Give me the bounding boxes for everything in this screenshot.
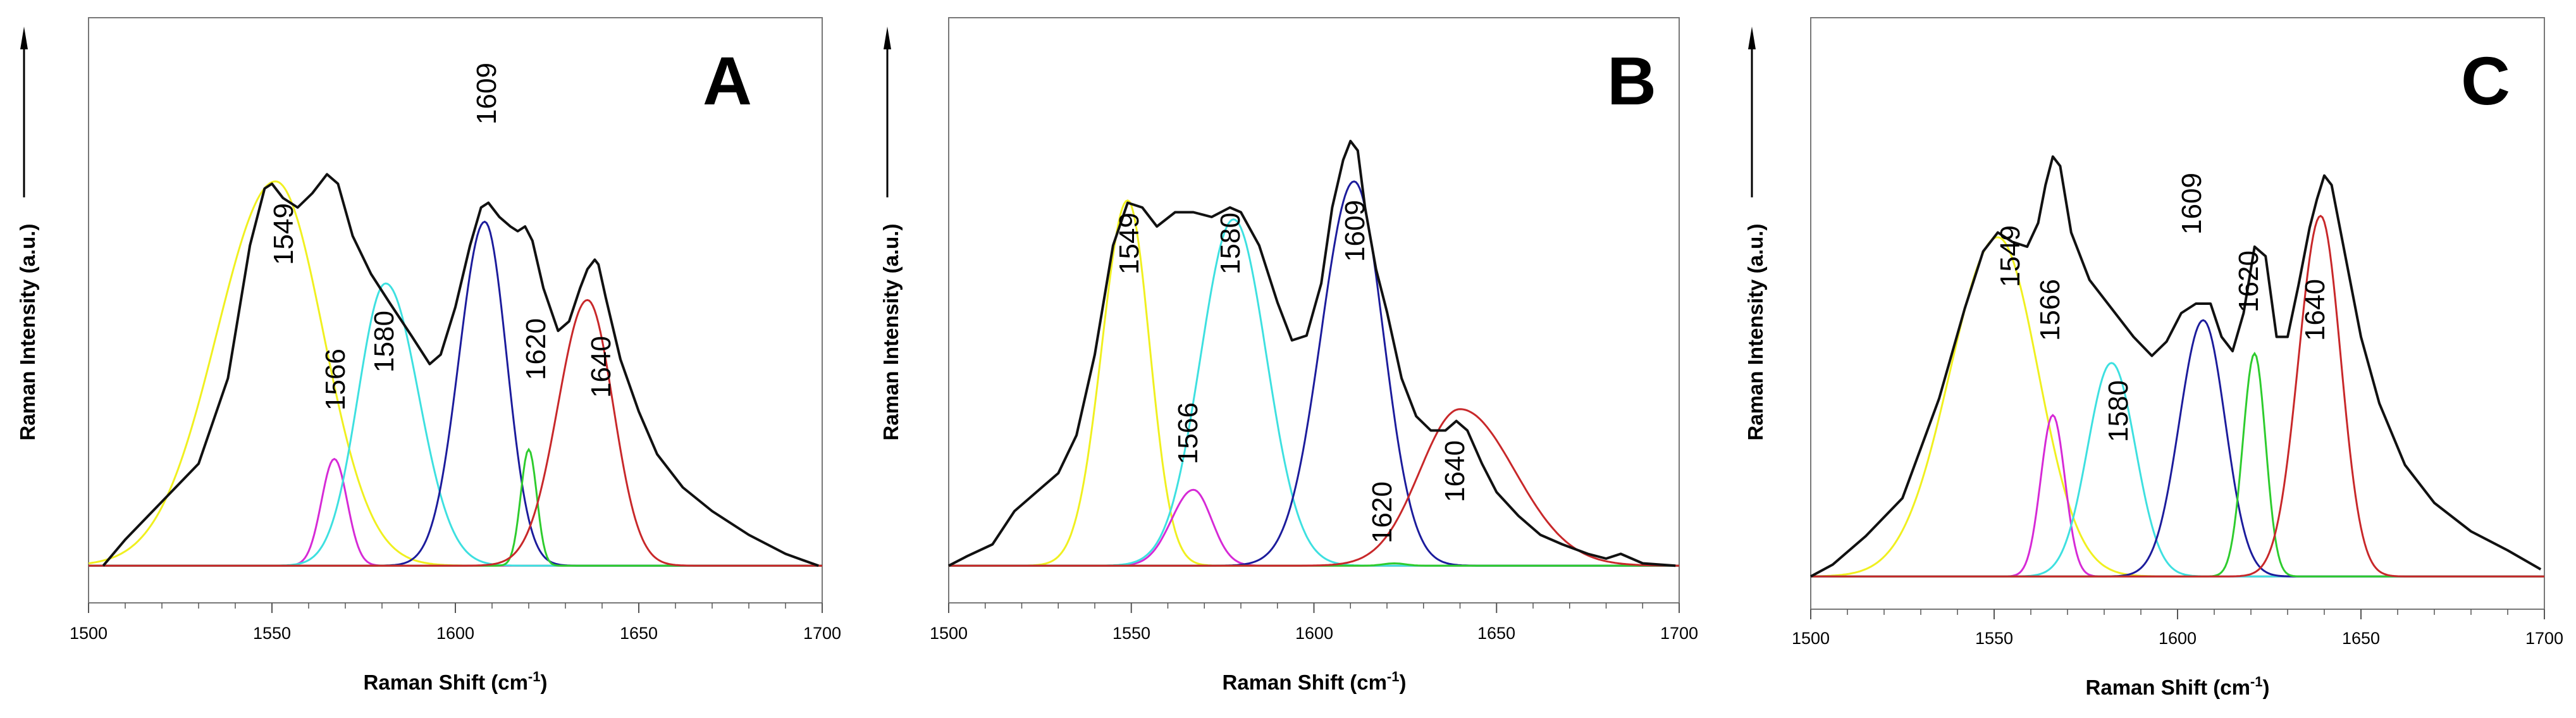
peak-curve-1620-a xyxy=(89,447,822,567)
peak-label-1580-c: 1580 xyxy=(2103,380,2134,442)
x-ticks-b xyxy=(948,603,1680,613)
tick-label-b-1550: 1550 xyxy=(1112,624,1150,643)
tick-label-b-1500: 1500 xyxy=(930,624,968,643)
peak-label-1609-b: 1609 xyxy=(1340,200,1371,262)
tick-labels-a: 1500 1550 1600 1650 1700 xyxy=(70,624,841,643)
tick-labels-c: 1500 1550 1600 1650 1700 xyxy=(1792,629,2563,648)
tick-label-b-1600: 1600 xyxy=(1295,624,1333,643)
peak-label-1620-a: 1620 xyxy=(521,318,552,380)
panel-letter-b: B xyxy=(1607,42,1656,119)
x-axis-title-a: Raman Shift (cm-1) xyxy=(364,669,548,694)
x-ticks-a xyxy=(88,603,823,613)
peak-label-1609-a: 1609 xyxy=(471,63,502,125)
peak-curve-1549-a xyxy=(88,180,822,567)
y-axis-arrow-a xyxy=(20,27,28,49)
peak-label-1549-b: 1549 xyxy=(1114,213,1145,275)
peak-curve-1580-a xyxy=(89,282,822,567)
tick-label-c-1550: 1550 xyxy=(1975,629,2013,648)
peak-curve-1549-c xyxy=(1811,236,2544,578)
peak-label-1580-b: 1580 xyxy=(1215,213,1246,275)
peak-curves-b xyxy=(948,140,1679,567)
y-axis-title-c: Raman Intensity (a.u.) xyxy=(1744,224,1767,441)
y-axis-arrow-b xyxy=(884,27,891,49)
peak-curve-1580-c xyxy=(1811,362,2544,578)
x-axis-title-b: Raman Shift (cm-1) xyxy=(1223,669,1407,694)
tick-label-c-1600: 1600 xyxy=(2159,629,2197,648)
peak-labels-c: 1549 1566 1580 1609 1620 1640 xyxy=(1995,173,2331,442)
peak-curve-1640-c xyxy=(1811,214,2544,578)
peak-curve-1580-b xyxy=(949,218,1679,567)
peak-curves-c xyxy=(1810,155,2544,578)
envelope-curve-c xyxy=(1810,155,2542,578)
tick-label-a-1700: 1700 xyxy=(803,624,841,643)
panel-letter-c: C xyxy=(2461,42,2510,119)
peak-label-1640-b: 1640 xyxy=(1439,440,1470,502)
peak-label-1566-c: 1566 xyxy=(2035,279,2066,341)
plot-frame-c xyxy=(1810,17,2545,610)
peak-labels-b: 1549 1566 1580 1609 1620 1640 xyxy=(1114,200,1470,543)
peak-curve-1640-a xyxy=(89,299,822,567)
panel-a: Raman Intensity (a.u.) 1500 1550 1600 16… xyxy=(16,17,841,694)
peak-curve-1609-a xyxy=(89,220,822,567)
tick-labels-b: 1500 1550 1600 1650 1700 xyxy=(930,624,1698,643)
y-axis-title-b: Raman Intensity (a.u.) xyxy=(879,224,903,441)
x-axis-title-c: Raman Shift (cm-1) xyxy=(2086,674,2270,699)
tick-label-a-1650: 1650 xyxy=(620,624,658,643)
peak-label-1620-b: 1620 xyxy=(1367,481,1398,543)
peak-label-1549-c: 1549 xyxy=(1995,225,2026,287)
peak-label-1609-c: 1609 xyxy=(2176,173,2207,235)
y-axis-arrow-c xyxy=(1748,27,1756,49)
peak-label-1620-c: 1620 xyxy=(2233,251,2264,313)
tick-label-a-1500: 1500 xyxy=(70,624,108,643)
panel-c: Raman Intensity (a.u.) 1500 1550 1600 16… xyxy=(1744,17,2563,699)
tick-label-b-1650: 1650 xyxy=(1477,624,1515,643)
y-axis-title-a: Raman Intensity (a.u.) xyxy=(16,224,39,441)
peak-curve-1566-c xyxy=(1811,414,2544,578)
peak-label-1580-a: 1580 xyxy=(369,311,400,373)
tick-label-a-1550: 1550 xyxy=(253,624,291,643)
tick-label-c-1650: 1650 xyxy=(2342,629,2380,648)
envelope-curve-b xyxy=(948,140,1676,567)
peak-label-1640-c: 1640 xyxy=(2300,279,2331,341)
envelope-curve-a xyxy=(102,173,819,567)
peak-curve-1566-b xyxy=(949,488,1679,567)
peak-curve-1640-b xyxy=(949,408,1679,567)
panel-b: Raman Intensity (a.u.) 1500 1550 1600 16… xyxy=(879,17,1698,694)
tick-label-a-1600: 1600 xyxy=(436,624,474,643)
peak-label-1640-a: 1640 xyxy=(586,336,617,398)
tick-label-b-1700: 1700 xyxy=(1660,624,1698,643)
tick-label-c-1500: 1500 xyxy=(1792,629,1830,648)
panel-letter-a: A xyxy=(703,42,752,119)
peak-curve-1620-c xyxy=(1811,352,2544,578)
x-ticks-c xyxy=(1810,609,2545,619)
peak-curves-a xyxy=(88,173,822,567)
tick-label-c-1700: 1700 xyxy=(2525,629,2563,648)
peak-curve-1609-b xyxy=(949,180,1679,567)
peak-label-1549-a: 1549 xyxy=(268,203,299,265)
peak-labels-a: 1549 1566 1580 1609 1620 1640 xyxy=(268,63,617,411)
peak-label-1566-a: 1566 xyxy=(320,349,351,411)
peak-label-1566-b: 1566 xyxy=(1173,402,1204,464)
